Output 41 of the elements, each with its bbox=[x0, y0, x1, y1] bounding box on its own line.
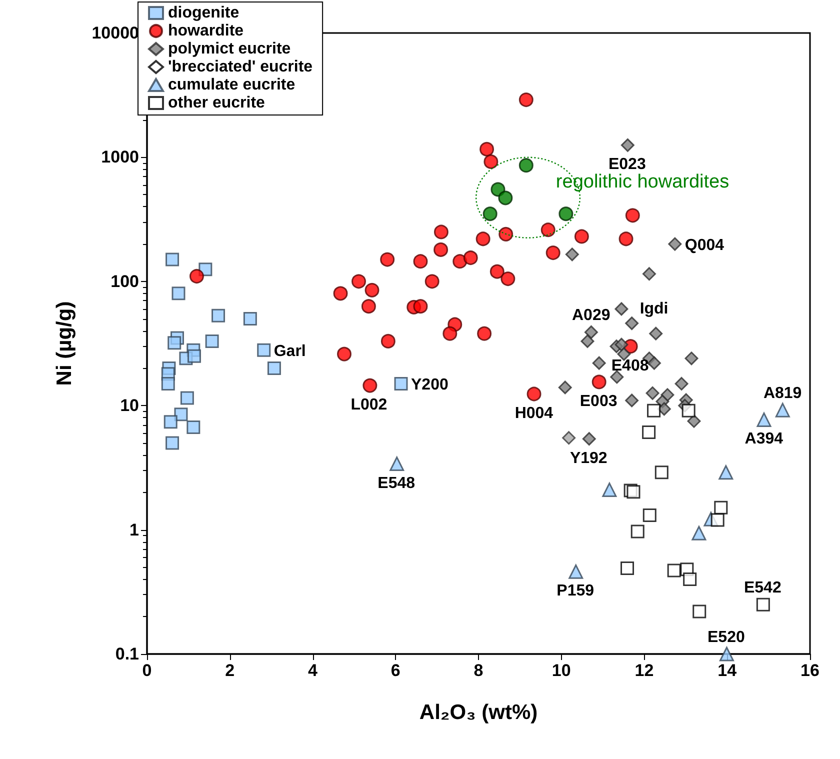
x-tick-label: 6 bbox=[390, 661, 400, 680]
x-tick-label: 0 bbox=[142, 661, 152, 680]
legend-label: polymict eucrite bbox=[168, 40, 291, 58]
y-tick-label: 1 bbox=[130, 520, 139, 540]
annotation: E023 bbox=[608, 156, 646, 174]
y-tick-label: 10 bbox=[120, 396, 139, 416]
x-axis-title: Al₂O₃ (wt%) bbox=[419, 701, 538, 724]
annotation: Igdi bbox=[640, 300, 668, 318]
x-tick-label: 16 bbox=[800, 661, 820, 680]
annotation: E003 bbox=[580, 392, 618, 410]
annotation: Y200 bbox=[411, 376, 448, 394]
y-tick-label: 1000 bbox=[101, 148, 139, 167]
x-tick-label: 4 bbox=[308, 661, 318, 680]
y-tick-label: 10000 bbox=[92, 24, 139, 42]
legend-label: howardite bbox=[168, 22, 244, 40]
x-tick-label: 14 bbox=[718, 661, 738, 680]
y-tick-label: 100 bbox=[110, 272, 139, 291]
annotation: Y192 bbox=[570, 450, 608, 467]
annotation: A029 bbox=[572, 307, 610, 324]
annotation: E548 bbox=[378, 474, 416, 492]
annotation: E408 bbox=[611, 357, 649, 374]
legend-label: other eucrite bbox=[168, 94, 266, 112]
x-tick-label: 8 bbox=[474, 661, 484, 680]
annotation: L002 bbox=[350, 396, 388, 414]
y-tick-label: 0.1 bbox=[115, 644, 139, 664]
legend-label: 'brecciated' eucrite bbox=[168, 58, 313, 76]
annotation: Garl bbox=[274, 343, 306, 360]
legend-label: cumulate eucrite bbox=[168, 76, 296, 94]
annotation: A394 bbox=[744, 430, 784, 448]
annotation: E542 bbox=[744, 580, 782, 597]
annotation: E520 bbox=[708, 629, 745, 646]
annotation: Q004 bbox=[684, 237, 724, 254]
annotation: regolithic howardites bbox=[556, 172, 730, 193]
x-tick-label: 10 bbox=[552, 661, 571, 680]
legend-label: diogenite bbox=[168, 4, 240, 22]
y-axis-title: Ni (µg/g) bbox=[53, 301, 76, 386]
annotation: A819 bbox=[763, 385, 802, 402]
annotation: P159 bbox=[556, 582, 594, 600]
x-tick-label: 2 bbox=[225, 661, 235, 680]
x-tick-label: 12 bbox=[634, 661, 654, 680]
annotation: H004 bbox=[514, 404, 554, 422]
